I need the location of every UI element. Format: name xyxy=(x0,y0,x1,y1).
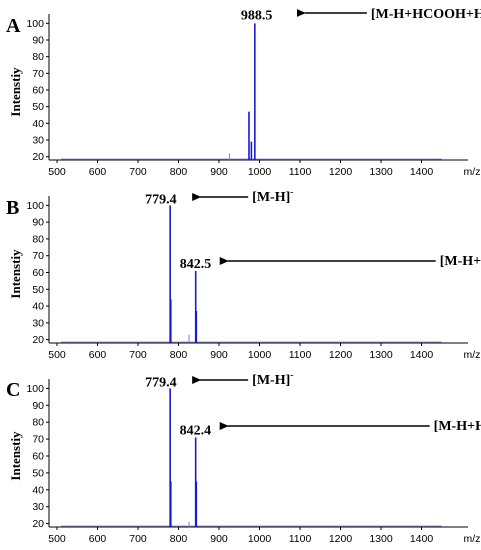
panel-letter: B xyxy=(6,197,19,219)
x-tick-label: 600 xyxy=(89,349,107,361)
x-tick-label: 1100 xyxy=(289,349,312,361)
spectrum-panel-a: A Intenstiy 20 30 40 50 60 70 80 90 100 500 600 700 80… xyxy=(6,5,481,178)
y-tick-label: 50 xyxy=(32,101,44,113)
y-tick-label: 70 xyxy=(32,434,44,446)
y-tick-label: 30 xyxy=(32,501,44,513)
x-axis-unit: m/z xyxy=(464,349,481,361)
y-tick-label: 70 xyxy=(32,250,44,262)
y-tick-label: 70 xyxy=(32,68,44,80)
x-tick-label: 1100 xyxy=(289,166,312,178)
spectrum-panel-c: C Intenstiy 20 30 40 50 60 70 80 90 100 500 600 700 80… xyxy=(6,371,481,545)
ion-annotation: [M-H]- xyxy=(252,188,293,205)
ion-annotation: [M-H]- xyxy=(252,371,293,388)
y-tick-label: 80 xyxy=(32,417,44,429)
y-axis-label: Intenstiy xyxy=(8,431,23,481)
peak-mz-label: 779.4 xyxy=(145,375,177,390)
x-tick-label: 500 xyxy=(48,349,66,361)
y-tick-label: 20 xyxy=(32,518,44,530)
x-tick-label: 1200 xyxy=(329,533,353,545)
y-tick-label: 100 xyxy=(26,18,44,30)
y-tick-label: 80 xyxy=(32,51,44,63)
peak-mz-label: 988.5 xyxy=(241,8,273,23)
x-tick-label: 1300 xyxy=(369,533,393,545)
x-tick-label: 700 xyxy=(129,349,147,361)
y-tick-label: 20 xyxy=(32,334,44,346)
x-tick-label: 600 xyxy=(89,533,107,545)
x-tick-label: 900 xyxy=(210,166,228,178)
x-tick-label: 1400 xyxy=(410,533,434,545)
y-tick-label: 40 xyxy=(32,301,44,313)
x-tick-label: 800 xyxy=(170,349,188,361)
x-tick-label: 1100 xyxy=(289,533,312,545)
x-tick-label: 1300 xyxy=(369,166,393,178)
x-tick-label: 1300 xyxy=(369,349,393,361)
y-tick-label: 80 xyxy=(32,233,44,245)
x-tick-label: 1200 xyxy=(329,349,353,361)
x-axis-unit: m/z xyxy=(464,166,481,178)
x-tick-label: 700 xyxy=(129,166,147,178)
y-tick-label: 50 xyxy=(32,467,44,479)
y-tick-label: 90 xyxy=(32,400,44,412)
y-tick-label: 60 xyxy=(32,451,44,463)
x-tick-label: 800 xyxy=(170,533,188,545)
y-axis-label: Intenstiy xyxy=(8,67,23,117)
x-tick-label: 500 xyxy=(48,166,66,178)
x-tick-label: 1400 xyxy=(410,349,434,361)
y-tick-label: 60 xyxy=(32,85,44,97)
ion-annotation: [M-H+HCOOH+H2O]- xyxy=(434,417,481,437)
y-tick-label: 30 xyxy=(32,317,44,329)
y-axis-label: Intenstiy xyxy=(8,249,23,299)
x-tick-label: 1000 xyxy=(248,166,272,178)
panel-letter: C xyxy=(6,379,20,401)
x-tick-label: 600 xyxy=(89,166,107,178)
peak-mz-label: 842.4 xyxy=(180,423,212,438)
y-tick-label: 50 xyxy=(32,284,44,296)
peak-mz-label: 779.4 xyxy=(145,192,177,207)
x-tick-label: 1000 xyxy=(248,533,272,545)
y-tick-label: 40 xyxy=(32,484,44,496)
peak-mz-label: 842.5 xyxy=(180,257,212,272)
x-axis-unit: m/z xyxy=(464,533,481,545)
x-tick-label: 1400 xyxy=(410,166,434,178)
x-tick-label: 900 xyxy=(210,349,228,361)
y-tick-label: 30 xyxy=(32,135,44,147)
y-tick-label: 60 xyxy=(32,267,44,279)
y-tick-label: 100 xyxy=(26,383,44,395)
ion-annotation: [M-H+HCOOH+H2O]- xyxy=(371,5,481,25)
x-tick-label: 1000 xyxy=(248,349,272,361)
x-tick-label: 700 xyxy=(129,533,147,545)
spectrum-panel-b: B Intenstiy 20 30 40 50 60 70 80 90 100 500 600 700 80… xyxy=(6,188,481,361)
panel-letter: A xyxy=(6,15,21,37)
ion-annotation: [M-H+HCOOH+H2O]- xyxy=(440,252,481,272)
x-tick-label: 500 xyxy=(48,533,66,545)
y-tick-label: 90 xyxy=(32,35,44,47)
y-tick-label: 100 xyxy=(26,200,44,212)
x-tick-label: 1200 xyxy=(329,166,353,178)
y-tick-label: 40 xyxy=(32,118,44,130)
x-tick-label: 900 xyxy=(210,533,228,545)
x-tick-label: 800 xyxy=(170,166,188,178)
y-tick-label: 90 xyxy=(32,217,44,229)
y-tick-label: 20 xyxy=(32,151,44,163)
